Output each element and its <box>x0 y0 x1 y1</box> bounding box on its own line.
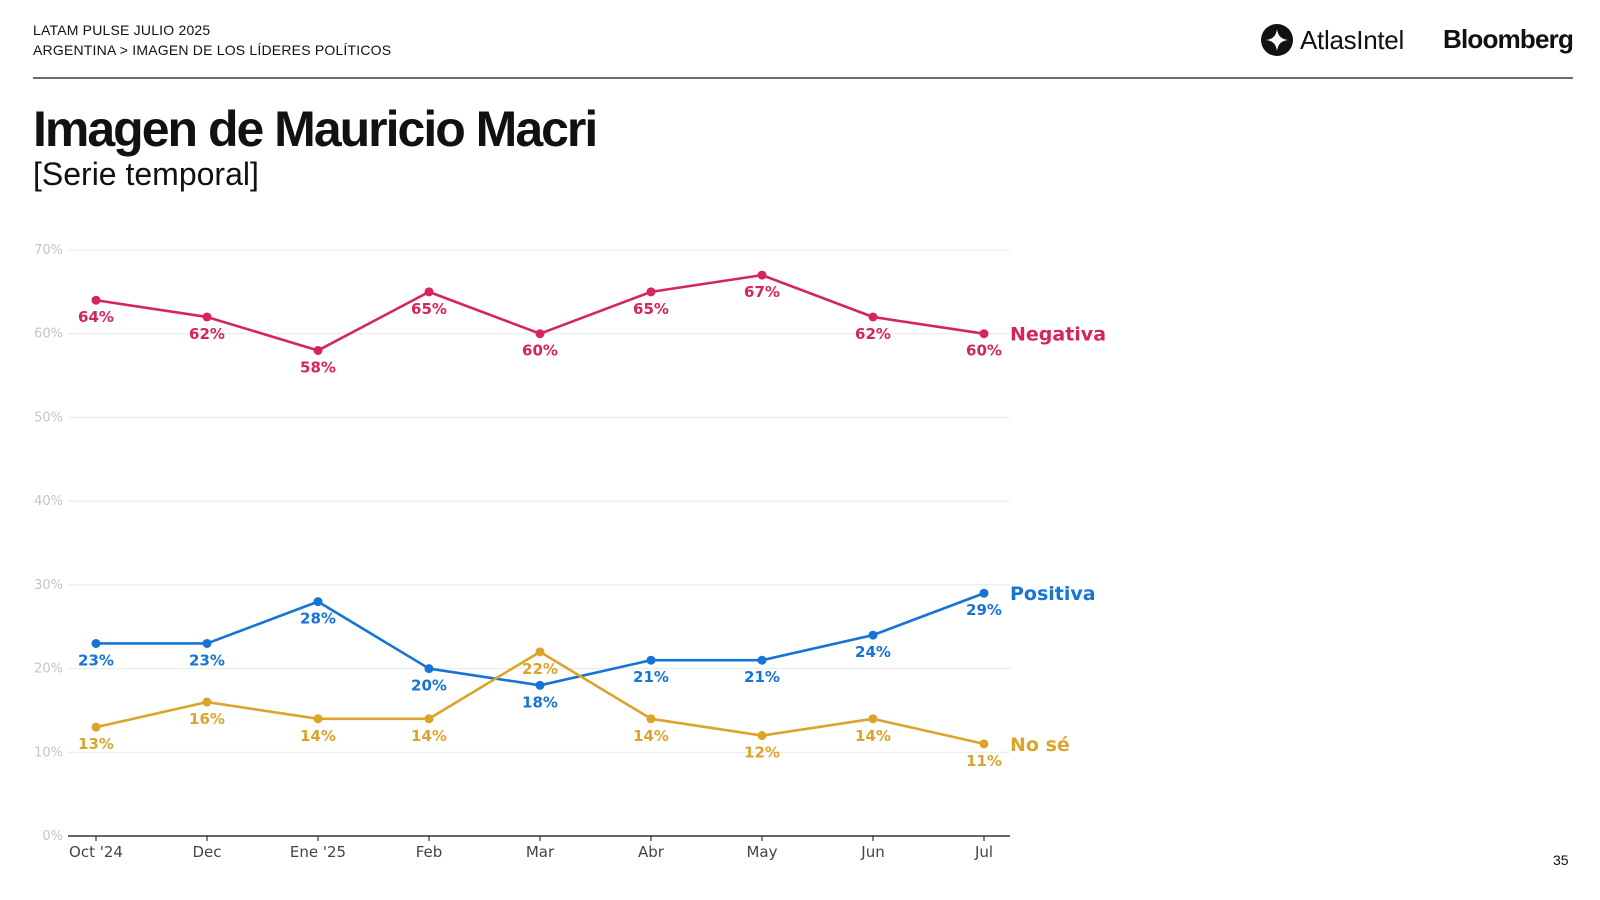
page-number: 35 <box>1553 852 1569 868</box>
data-label-positiva: 21% <box>744 668 780 686</box>
data-label-nose: 14% <box>411 727 447 745</box>
data-label-positiva: 24% <box>855 643 891 661</box>
data-point-positiva <box>979 588 989 598</box>
data-point-positiva <box>91 638 101 648</box>
data-point-negativa <box>979 329 989 339</box>
data-point-positiva <box>646 655 656 665</box>
report-series-label: LATAM PULSE JULIO 2025 <box>33 22 211 38</box>
data-point-nose <box>868 714 878 724</box>
data-label-nose: 11% <box>966 752 1002 770</box>
data-point-nose <box>91 722 101 732</box>
data-point-nose <box>424 714 434 724</box>
x-tick-label: Feb <box>416 843 443 861</box>
x-tick-label: Jul <box>974 843 993 861</box>
page-title: Imagen de Mauricio Macri <box>33 101 598 157</box>
data-label-nose: 12% <box>744 744 780 762</box>
data-label-negativa: 65% <box>411 300 447 318</box>
data-label-negativa: 64% <box>78 308 114 326</box>
data-point-negativa <box>535 329 545 339</box>
legend-label-negativa: Negativa <box>1010 324 1106 346</box>
data-label-negativa: 62% <box>189 325 225 343</box>
data-label-nose: 14% <box>300 727 336 745</box>
data-point-nose <box>757 731 767 741</box>
data-point-nose <box>313 714 323 724</box>
atlasintel-logo-icon <box>1261 24 1293 56</box>
bloomberg-logo: Bloomberg <box>1443 24 1574 54</box>
x-tick-label: Dec <box>192 843 221 861</box>
data-label-positiva: 23% <box>78 651 114 669</box>
data-label-positiva: 21% <box>633 668 669 686</box>
data-label-nose: 13% <box>78 735 114 753</box>
data-label-negativa: 67% <box>744 283 780 301</box>
data-label-positiva: 28% <box>300 610 336 628</box>
data-label-negativa: 65% <box>633 300 669 318</box>
data-point-positiva <box>757 655 767 665</box>
y-tick-label: 40% <box>34 494 63 509</box>
data-point-negativa <box>202 312 212 322</box>
data-point-positiva <box>202 638 212 648</box>
y-tick-label: 10% <box>34 745 63 760</box>
data-label-negativa: 60% <box>966 342 1002 360</box>
x-tick-label: Jun <box>860 843 884 861</box>
y-tick-label: 70% <box>34 243 63 258</box>
data-label-nose: 16% <box>189 710 225 728</box>
data-label-negativa: 62% <box>855 325 891 343</box>
atlasintel-logo-text: AtlasIntel <box>1300 24 1404 55</box>
legend-label-nose: No sé <box>1010 734 1070 756</box>
y-tick-label: 30% <box>34 578 63 593</box>
data-point-positiva <box>424 664 434 674</box>
data-point-negativa <box>757 270 767 280</box>
data-point-nose <box>535 647 545 657</box>
data-label-nose: 14% <box>855 727 891 745</box>
data-point-negativa <box>424 287 434 297</box>
data-point-nose <box>202 697 212 707</box>
data-point-nose <box>646 714 656 724</box>
data-label-positiva: 18% <box>522 693 558 711</box>
x-tick-label: Abr <box>638 843 665 861</box>
data-label-positiva: 29% <box>966 601 1002 619</box>
y-tick-label: 20% <box>34 662 63 677</box>
y-tick-label: 0% <box>42 829 63 844</box>
data-point-negativa <box>646 287 656 297</box>
data-point-positiva <box>535 680 545 690</box>
x-tick-label: May <box>746 843 777 861</box>
data-point-negativa <box>868 312 878 322</box>
legend-label-positiva: Positiva <box>1010 583 1096 605</box>
x-tick-label: Ene '25 <box>290 843 346 861</box>
data-point-negativa <box>313 345 323 355</box>
data-point-negativa <box>91 295 101 305</box>
data-label-negativa: 58% <box>300 358 336 376</box>
x-tick-label: Oct '24 <box>69 843 123 861</box>
y-tick-label: 50% <box>34 410 63 425</box>
data-label-nose: 14% <box>633 727 669 745</box>
y-tick-label: 60% <box>34 327 63 342</box>
atlasintel-logo: AtlasIntel <box>1260 22 1404 58</box>
data-point-positiva <box>868 630 878 640</box>
data-label-nose: 22% <box>522 660 558 678</box>
data-label-positiva: 20% <box>411 677 447 695</box>
data-point-nose <box>979 739 989 749</box>
series-line-negativa <box>95 273 985 352</box>
x-tick-label: Mar <box>526 843 555 861</box>
data-label-positiva: 23% <box>189 651 225 669</box>
data-label-negativa: 60% <box>522 342 558 360</box>
data-point-positiva <box>313 597 323 607</box>
page-subtitle: [Serie temporal] <box>33 156 259 192</box>
header-divider <box>33 77 1573 79</box>
breadcrumb: ARGENTINA > IMAGEN DE LOS LÍDERES POLÍTI… <box>33 42 392 58</box>
